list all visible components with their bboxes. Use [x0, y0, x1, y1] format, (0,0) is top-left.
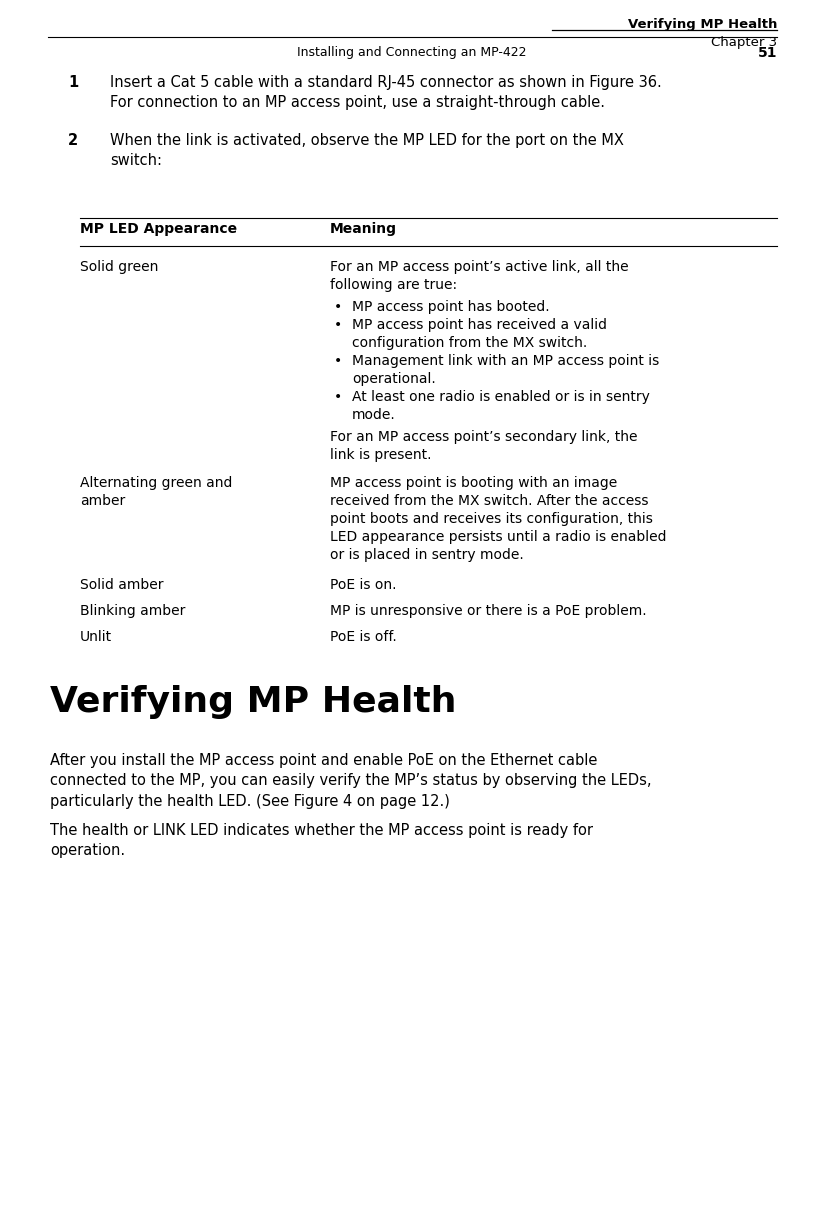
Text: At least one radio is enabled or is in sentry: At least one radio is enabled or is in s…: [352, 390, 650, 404]
Text: After you install the MP access point and enable PoE on the Ethernet cable
conne: After you install the MP access point an…: [50, 753, 652, 809]
Text: PoE is off.: PoE is off.: [330, 630, 397, 644]
Text: MP is unresponsive or there is a PoE problem.: MP is unresponsive or there is a PoE pro…: [330, 604, 647, 619]
Text: Installing and Connecting an MP-422: Installing and Connecting an MP-422: [297, 46, 526, 59]
Text: MP access point has received a valid: MP access point has received a valid: [352, 318, 607, 332]
Text: received from the MX switch. After the access: received from the MX switch. After the a…: [330, 494, 648, 508]
Text: PoE is on.: PoE is on.: [330, 578, 397, 592]
Text: LED appearance persists until a radio is enabled: LED appearance persists until a radio is…: [330, 529, 667, 544]
Text: 1: 1: [68, 74, 78, 90]
Text: 2: 2: [68, 133, 78, 148]
Text: Blinking amber: Blinking amber: [80, 604, 186, 619]
Text: 51: 51: [757, 46, 777, 60]
Text: Verifying MP Health: Verifying MP Health: [628, 18, 777, 31]
Text: •: •: [334, 390, 342, 404]
Text: Management link with an MP access point is: Management link with an MP access point …: [352, 354, 659, 368]
Text: •: •: [334, 354, 342, 368]
Text: Chapter 3: Chapter 3: [711, 37, 777, 49]
Text: configuration from the MX switch.: configuration from the MX switch.: [352, 336, 587, 350]
Text: •: •: [334, 300, 342, 314]
Text: •: •: [334, 318, 342, 332]
Text: The health or LINK LED indicates whether the MP access point is ready for
operat: The health or LINK LED indicates whether…: [50, 824, 593, 859]
Text: MP access point is booting with an image: MP access point is booting with an image: [330, 476, 617, 490]
Text: Solid green: Solid green: [80, 260, 158, 274]
Text: When the link is activated, observe the MP LED for the port on the MX
switch:: When the link is activated, observe the …: [110, 133, 624, 168]
Text: Meaning: Meaning: [330, 222, 397, 235]
Text: For an MP access point’s secondary link, the: For an MP access point’s secondary link,…: [330, 429, 638, 444]
Text: MP access point has booted.: MP access point has booted.: [352, 300, 549, 314]
Text: Solid amber: Solid amber: [80, 578, 163, 592]
Text: or is placed in sentry mode.: or is placed in sentry mode.: [330, 548, 524, 562]
Text: MP LED Appearance: MP LED Appearance: [80, 222, 237, 235]
Text: Unlit: Unlit: [80, 630, 112, 644]
Text: For an MP access point’s active link, all the: For an MP access point’s active link, al…: [330, 260, 629, 274]
Text: operational.: operational.: [352, 372, 436, 386]
Text: Verifying MP Health: Verifying MP Health: [50, 684, 456, 719]
Text: amber: amber: [80, 494, 125, 508]
Text: Alternating green and: Alternating green and: [80, 476, 233, 490]
Text: link is present.: link is present.: [330, 448, 431, 462]
Text: Insert a Cat 5 cable with a standard RJ-45 connector as shown in Figure 36.
For : Insert a Cat 5 cable with a standard RJ-…: [110, 74, 662, 110]
Text: point boots and receives its configuration, this: point boots and receives its configurati…: [330, 512, 653, 526]
Text: following are true:: following are true:: [330, 278, 457, 292]
Text: mode.: mode.: [352, 407, 396, 422]
